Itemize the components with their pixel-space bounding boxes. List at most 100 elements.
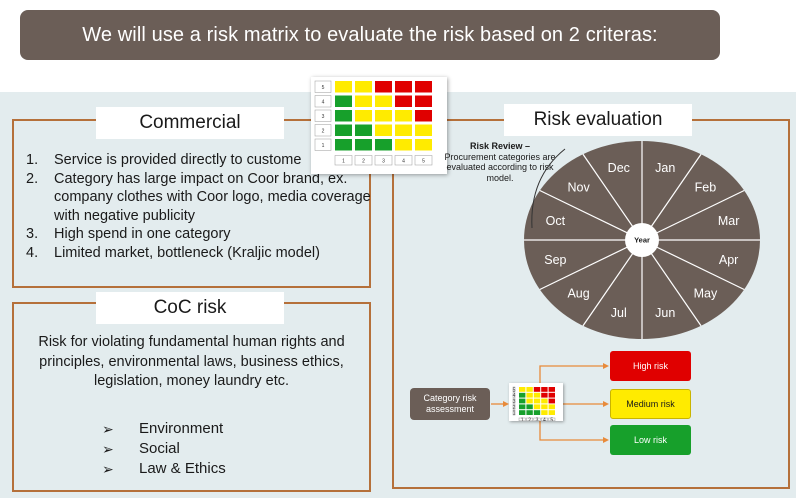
risk-matrix-large-graphic: 5 4 3 2 1 1 2 3 4 5 xyxy=(314,80,433,166)
matrix-label-box xyxy=(354,155,373,166)
matrix-cell xyxy=(526,387,533,392)
header-banner: We will use a risk matrix to evaluate th… xyxy=(20,10,720,60)
item-text: Law & Ethics xyxy=(139,460,226,477)
matrix-cell xyxy=(375,139,392,151)
year-wheel-graphic: Jan Feb Mar Apr May Jun Jul Aug Sep Oct Nov Dec Year xyxy=(524,141,760,339)
list-item: 1. Service is provided directly to custom… xyxy=(26,151,371,170)
matrix-row-label: 1 xyxy=(513,411,516,417)
commercial-criteria-list: 1. Service is provided directly to custom… xyxy=(26,151,371,262)
risk-review-note: Risk Review – Procurement categories are… xyxy=(440,141,560,183)
coc-title: CoC risk xyxy=(96,292,284,324)
matrix-label-box xyxy=(512,409,516,416)
item-number: 2. xyxy=(26,170,39,187)
coc-bullet-list: ➢ Environment ➢ Social ➢ Law & Ethics xyxy=(102,419,226,479)
matrix-cell xyxy=(541,398,548,404)
matrix-cell xyxy=(395,95,412,107)
item-text: Limited market, bottleneck (Kraljic mode… xyxy=(54,244,320,261)
list-item: 4. Limited market, bottleneck (Kraljic mo… xyxy=(26,244,371,263)
matrix-col-label: 1 xyxy=(521,417,524,421)
wheel-month-label: May xyxy=(694,287,718,301)
matrix-col-label: 4 xyxy=(402,158,405,164)
matrix-row-label: 2 xyxy=(513,405,516,411)
wheel-divider xyxy=(641,189,745,241)
matrix-row-label: 4 xyxy=(322,99,325,105)
matrix-row-label: 5 xyxy=(513,387,516,393)
item-text: Service is provided directly to custome xyxy=(54,152,302,168)
item-text: Social xyxy=(139,440,180,457)
wheel-divider xyxy=(582,239,643,327)
matrix-label-box xyxy=(414,155,433,166)
risk-evaluation-title: Risk evaluation xyxy=(504,104,692,136)
matrix-label-box xyxy=(540,417,548,421)
matrix-cell xyxy=(335,95,352,107)
wheel-divider xyxy=(641,153,702,241)
commercial-title: Commercial xyxy=(96,107,284,139)
matrix-label-box xyxy=(512,404,516,410)
matrix-cell xyxy=(533,398,541,404)
arrow-bullet-icon: ➢ xyxy=(102,421,114,437)
matrix-cell xyxy=(395,124,412,136)
risk-review-heading: Risk Review – xyxy=(469,141,531,151)
wheel-month-label: Jan xyxy=(655,161,675,175)
matrix-cell xyxy=(415,110,432,122)
wheel-month-label: Oct xyxy=(546,214,566,228)
wheel-month-label: Apr xyxy=(719,253,738,267)
matrix-label-box xyxy=(314,95,332,108)
matrix-cell xyxy=(548,392,555,398)
item-number: 1. xyxy=(26,152,39,168)
wheel-month-label: Aug xyxy=(567,287,589,301)
list-item: ➢ Social xyxy=(102,439,226,459)
matrix-cell xyxy=(335,81,352,93)
matrix-cell xyxy=(526,398,533,404)
matrix-cell xyxy=(375,110,392,122)
wheel-month-label: Jun xyxy=(655,306,675,320)
matrix-col-label: 3 xyxy=(382,158,385,164)
risk-review-text: Procurement categories are evaluated acc… xyxy=(444,151,556,183)
matrix-cell xyxy=(355,81,372,93)
medium-risk-box: Medium risk xyxy=(610,389,691,419)
banner-title: We will use a risk matrix to evaluate th… xyxy=(82,23,658,46)
matrix-cell xyxy=(526,404,533,410)
item-text: Category has large impact on Coor brand,… xyxy=(54,170,371,224)
matrix-cell xyxy=(335,110,352,122)
matrix-label-box xyxy=(394,155,413,166)
wheel-month-label: Sep xyxy=(544,253,566,267)
wheel-divider xyxy=(641,239,745,291)
list-item: ➢ Environment xyxy=(102,419,226,439)
matrix-cell xyxy=(375,124,392,136)
wheel-month-label: Jul xyxy=(611,306,627,320)
matrix-cell xyxy=(375,95,392,107)
wheel-month-label: Nov xyxy=(567,180,590,194)
wheel-center xyxy=(625,223,659,257)
matrix-col-label: 5 xyxy=(550,417,553,421)
matrix-cell xyxy=(526,392,533,398)
matrix-cell xyxy=(355,95,372,107)
matrix-cell xyxy=(548,404,555,410)
matrix-label-box xyxy=(314,124,332,137)
matrix-cell xyxy=(355,110,372,122)
matrix-label-box xyxy=(512,386,516,393)
matrix-cell xyxy=(415,81,432,93)
matrix-cell xyxy=(548,398,555,404)
wheel-month-label: Feb xyxy=(695,180,717,194)
matrix-row-label: 3 xyxy=(322,114,325,120)
matrix-cell xyxy=(335,124,352,136)
matrix-label-box xyxy=(533,417,541,421)
matrix-cell xyxy=(355,139,372,151)
matrix-label-box xyxy=(526,417,534,421)
category-risk-assessment-box: Category risk assessment xyxy=(410,388,490,420)
matrix-label-box xyxy=(334,155,353,166)
matrix-row-label: 4 xyxy=(513,393,516,399)
risk-matrix-large: 5 4 3 2 1 1 2 3 4 5 xyxy=(311,77,447,174)
list-item: 2. Category has large impact on Coor bran… xyxy=(26,170,371,226)
matrix-cell xyxy=(541,404,548,410)
matrix-label-box xyxy=(314,109,332,122)
matrix-col-label: 4 xyxy=(543,417,546,421)
matrix-cell xyxy=(375,81,392,93)
matrix-label-box xyxy=(548,417,556,421)
matrix-cell xyxy=(519,392,526,398)
matrix-label-box xyxy=(314,138,332,151)
matrix-label-box xyxy=(512,398,516,404)
matrix-cell xyxy=(541,410,548,415)
wheel-month-label: Mar xyxy=(718,214,740,228)
